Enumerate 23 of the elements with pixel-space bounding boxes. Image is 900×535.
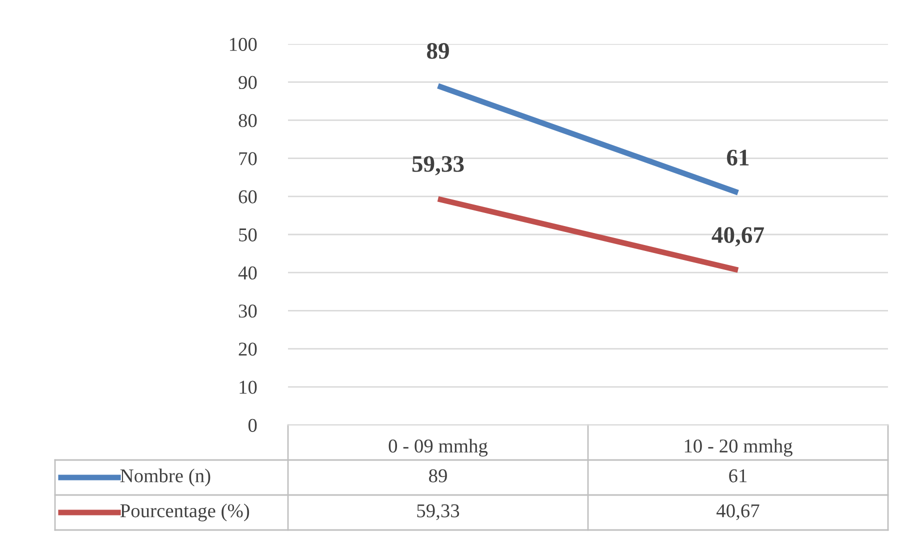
legend-label: Pourcentage (%) [120, 504, 250, 522]
data-label: 61 [729, 469, 747, 482]
y-tick-label: 50 [239, 228, 257, 242]
y-tick-label: 30 [238, 304, 257, 318]
y-tick-label: 90 [238, 76, 257, 90]
data-label: 40,67 [716, 504, 760, 520]
text: 89 [426, 42, 449, 59]
text: 59,33 [412, 156, 464, 176]
data-label: 59,33 [417, 504, 460, 520]
y-tick-label: 20 [238, 342, 257, 356]
data-label: 89 [429, 469, 447, 482]
x-tick-label: 10 - 20 mmhg [684, 438, 792, 457]
y-tick-label: 100 [230, 38, 257, 51]
x-tick-label: 0 - 09 mmhg [388, 438, 488, 457]
y-tick-label: 10 [240, 380, 257, 394]
y-tick-label: 70 [239, 152, 257, 166]
y-tick-label: 40 [238, 266, 257, 280]
legend-label: Nombre (n) [120, 468, 210, 486]
y-tick-label: 80 [238, 114, 257, 128]
text: 61 [727, 150, 749, 166]
y-tick-label: 0 [248, 418, 257, 432]
text: 40,67 [712, 227, 764, 246]
y-tick-label: 60 [238, 190, 257, 204]
